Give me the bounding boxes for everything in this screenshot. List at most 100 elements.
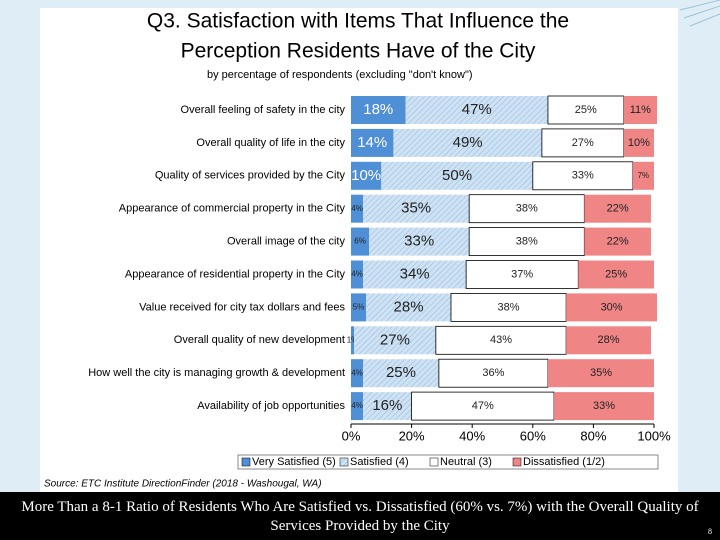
legend-swatch [339, 457, 349, 467]
bar-segment [351, 293, 367, 322]
bar-segment [366, 293, 451, 322]
bar-segment [351, 194, 364, 223]
bar-segment [381, 161, 533, 190]
category-label: Overall quality of life in the city [196, 137, 345, 149]
value-label: 35% [590, 367, 612, 379]
legend-label: Satisfied (4) [350, 456, 409, 468]
legend-label: Neutral (3) [440, 456, 492, 468]
bar-segment [450, 292, 567, 322]
value-label: 25% [575, 104, 597, 116]
bar-segment [351, 326, 355, 355]
category-label: Availability of job opportunities [197, 400, 345, 412]
x-tick-label: 20% [399, 428, 425, 443]
source: Source: ETC Institute DirectionFinder (2… [44, 479, 322, 490]
x-tick-label: 60% [520, 428, 546, 443]
value-label: 7% [638, 171, 650, 180]
bar-segment [541, 128, 625, 158]
bar-segment [363, 260, 467, 289]
value-label: 10% [351, 167, 381, 184]
value-label: 18% [363, 101, 393, 118]
category-label: Overall quality of new development [174, 334, 345, 346]
value-label: 22% [607, 203, 629, 215]
value-label: 16% [372, 397, 402, 414]
caption: More Than a 8-1 Ratio of Residents Who A… [0, 492, 720, 540]
legend-swatch [512, 457, 522, 467]
value-label: 33% [593, 400, 615, 412]
value-label: 27% [380, 331, 410, 348]
value-label: 50% [442, 167, 472, 184]
category-label: Quality of services provided by the City [155, 170, 346, 182]
value-label: 36% [482, 367, 504, 379]
bar-segment [369, 227, 470, 256]
category-label: Appearance of commercial property in the… [119, 203, 346, 215]
bar-segment [351, 161, 382, 190]
bar-segment [363, 194, 470, 223]
bar-segment [532, 161, 634, 191]
value-label: 25% [386, 364, 416, 381]
value-label: 22% [607, 236, 629, 248]
value-label: 10% [628, 137, 650, 149]
category-label: How well the city is managing growth & d… [88, 367, 345, 379]
bar-segment [623, 96, 658, 124]
value-label: 4% [351, 401, 363, 410]
bar-segment [351, 260, 364, 289]
bar-segment [584, 227, 651, 256]
bar-segment [351, 227, 370, 256]
chart-title: Q3. Satisfaction with Items That Influen… [147, 10, 569, 33]
chart: Q3. Satisfaction with Items That Influen… [40, 0, 720, 492]
value-label: 33% [572, 170, 594, 182]
page-number: 8 [708, 527, 712, 536]
category-label: Appearance of residential property in th… [125, 268, 346, 280]
value-label: 47% [472, 400, 494, 412]
bar-segment [351, 128, 394, 157]
legend-label: Dissatisfied (1/2) [523, 456, 605, 468]
legend-label: Very Satisfied (5) [252, 456, 336, 468]
value-label: 11% [630, 104, 651, 116]
bar-segment [351, 392, 364, 421]
bar-segment [354, 326, 436, 355]
category-label: Overall image of the city [227, 236, 345, 248]
value-label: 4% [351, 270, 363, 279]
value-label: 28% [394, 298, 424, 315]
value-label: 35% [401, 200, 431, 217]
x-tick-label: 100% [637, 428, 671, 443]
bar-segment [584, 194, 651, 223]
bar-segment [405, 96, 548, 124]
bar-segment [363, 359, 439, 388]
bar-segment [554, 392, 654, 421]
bar-segment [468, 194, 585, 224]
x-tick-label: 80% [580, 428, 606, 443]
value-label: 38% [516, 203, 538, 215]
value-label: 47% [462, 101, 492, 118]
bar-segment [363, 392, 412, 421]
chart-subtitle: by percentage of respondents (excluding … [207, 69, 473, 81]
bar-segment [351, 359, 364, 388]
bar-segment [566, 326, 651, 355]
value-label: 14% [357, 134, 387, 151]
bar-segment [411, 391, 555, 421]
bar-segment [547, 359, 654, 388]
value-label: 1% [347, 335, 359, 344]
value-label: 49% [453, 134, 483, 151]
x-tick-label: 40% [459, 428, 485, 443]
bar-segment [465, 260, 579, 289]
value-label: 43% [490, 334, 512, 346]
category-label: Overall feeling of safety in the city [181, 104, 346, 116]
bar-segment [435, 325, 567, 355]
value-label: 38% [516, 236, 538, 248]
value-label: 4% [351, 368, 363, 377]
bar-segment [632, 161, 654, 190]
legend-swatch [429, 457, 439, 467]
x-tick-label: 0% [342, 428, 361, 443]
chart-title: Perception Residents Have of the City [181, 40, 536, 63]
value-label: 33% [404, 233, 434, 250]
value-label: 30% [601, 301, 623, 313]
value-label: 27% [572, 137, 594, 149]
value-label: 28% [598, 334, 620, 346]
bar-segment [468, 227, 585, 257]
value-label: 34% [400, 265, 430, 282]
bar-segment [578, 260, 654, 289]
bar-segment [351, 96, 406, 124]
bar-segment [623, 128, 654, 157]
